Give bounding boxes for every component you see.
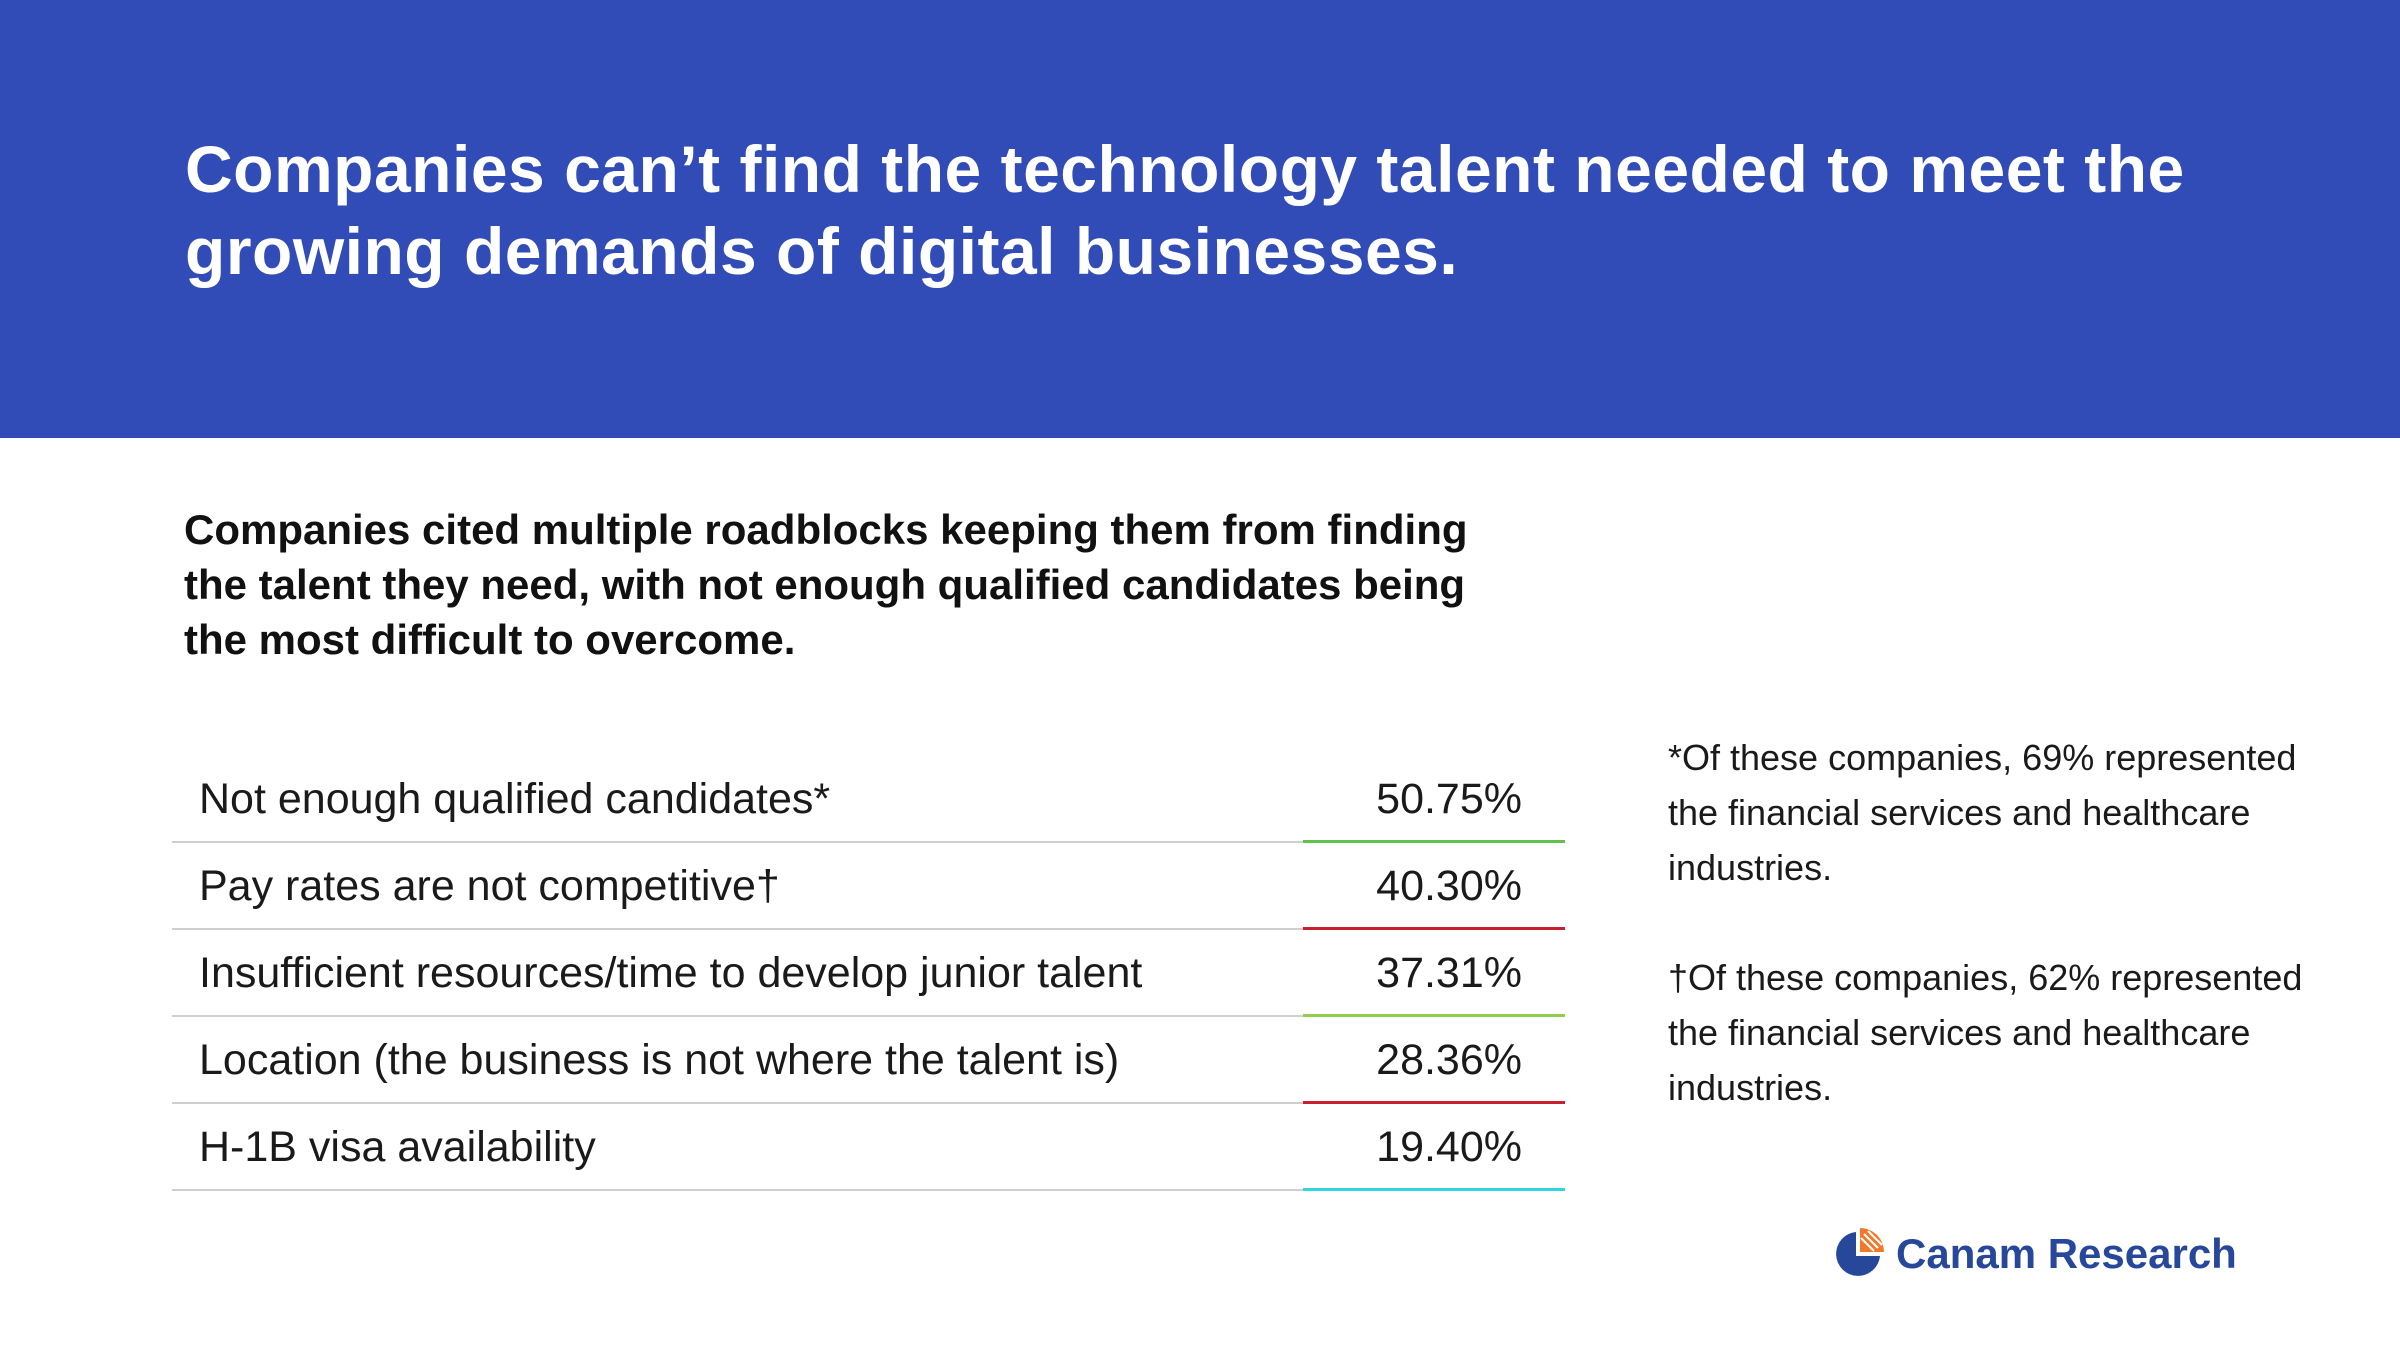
row-value: 40.30% [1376,862,1522,910]
row-accent-line [1303,1188,1565,1191]
row-accent-line [1303,927,1565,930]
row-accent-line [1303,840,1565,843]
subtitle: Companies cited multiple roadblocks keep… [184,506,1468,663]
row-label: Not enough qualified candidates* [199,775,831,823]
footnote-asterisk: *Of these companies, 69% represented the… [1668,737,2297,888]
table-row: Pay rates are not competitive† 40.30% [172,843,1565,930]
row-value: 37.31% [1376,949,1522,997]
row-label: Insufficient resources/time to develop j… [199,949,1143,997]
row-value: 19.40% [1376,1123,1522,1171]
row-label: Location (the business is not where the … [199,1036,1120,1084]
row-value: 50.75% [1376,775,1522,823]
row-accent-line [1303,1101,1565,1104]
pie-chart-icon [1836,1228,1884,1276]
row-label: H-1B visa availability [199,1123,596,1171]
page-title: Companies can’t find the technology tale… [185,132,2185,288]
row-label: Pay rates are not competitive† [199,862,780,910]
footnote-dagger: †Of these companies, 62% represented the… [1668,957,2303,1108]
table-row: H-1B visa availability 19.40% [172,1104,1565,1191]
brand-logo: Canam Research [1830,1224,2237,1284]
table-row: Not enough qualified candidates* 50.75% [172,756,1565,843]
results-table: Not enough qualified candidates* 50.75% … [172,756,1565,1191]
table-row: Insufficient resources/time to develop j… [172,930,1565,1017]
row-value: 28.36% [1376,1036,1522,1084]
row-accent-line [1303,1014,1565,1017]
table-row: Location (the business is not where the … [172,1017,1565,1104]
brand-name: Canam Research [1896,1230,2237,1277]
header-banner: Companies can’t find the technology tale… [0,0,2400,438]
